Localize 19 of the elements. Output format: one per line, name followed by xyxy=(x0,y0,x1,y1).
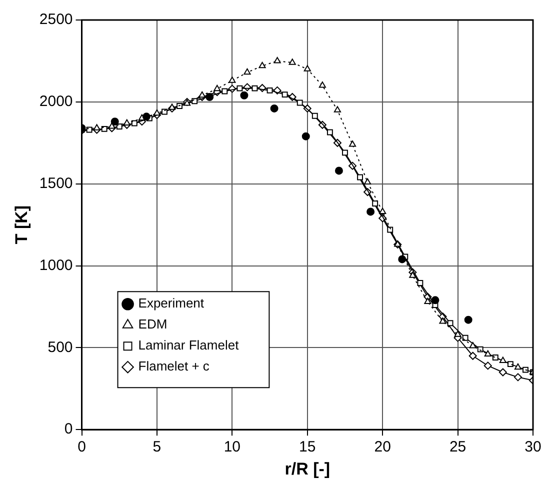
x-tick-label: 0 xyxy=(78,438,86,456)
x-tick-label: 30 xyxy=(524,438,542,456)
x-tick-label: 20 xyxy=(374,438,391,456)
x-tick-label: 25 xyxy=(449,438,466,456)
legend-label: Laminar Flamelet xyxy=(138,338,240,353)
x-tick-label: 5 xyxy=(152,438,162,456)
y-tick-label: 2500 xyxy=(39,11,73,28)
y-tick-label: 500 xyxy=(48,338,73,356)
y-tick-label: 0 xyxy=(64,420,73,438)
legend-label: Flamelet + c xyxy=(138,358,210,374)
x-tick-label: 15 xyxy=(299,438,316,456)
y-tick-label: 2000 xyxy=(39,93,73,110)
y-axis-title: T [K] xyxy=(12,205,31,244)
x-tick-label: 10 xyxy=(224,438,241,456)
legend-label: EDM xyxy=(138,316,168,332)
legend-label: Experiment xyxy=(138,296,204,311)
y-tick-label: 1500 xyxy=(39,174,73,192)
x-axis-title: r/R [-] xyxy=(284,459,330,478)
y-tick-label: 1000 xyxy=(39,256,73,274)
